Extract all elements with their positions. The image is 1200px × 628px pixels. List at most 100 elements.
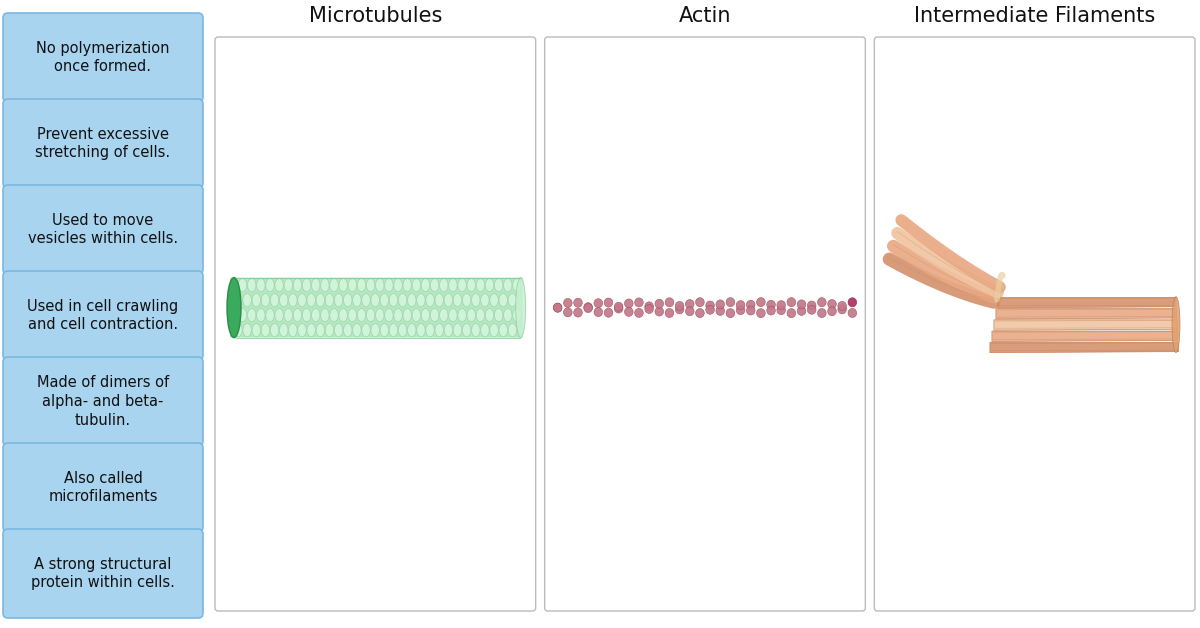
Ellipse shape bbox=[376, 279, 384, 292]
Ellipse shape bbox=[467, 308, 475, 322]
Ellipse shape bbox=[490, 293, 498, 306]
Ellipse shape bbox=[252, 293, 260, 306]
Ellipse shape bbox=[685, 306, 694, 316]
Ellipse shape bbox=[307, 293, 316, 306]
Ellipse shape bbox=[330, 308, 338, 322]
Ellipse shape bbox=[266, 308, 275, 322]
Ellipse shape bbox=[412, 308, 420, 322]
Ellipse shape bbox=[338, 308, 347, 322]
Ellipse shape bbox=[808, 301, 816, 310]
Ellipse shape bbox=[330, 279, 338, 292]
Ellipse shape bbox=[293, 308, 301, 322]
Polygon shape bbox=[996, 308, 1177, 319]
Polygon shape bbox=[994, 320, 1177, 330]
Ellipse shape bbox=[348, 308, 356, 322]
Ellipse shape bbox=[439, 279, 448, 292]
Ellipse shape bbox=[553, 303, 562, 312]
Ellipse shape bbox=[604, 298, 613, 307]
Ellipse shape bbox=[706, 301, 714, 310]
Ellipse shape bbox=[335, 323, 343, 337]
Ellipse shape bbox=[394, 279, 402, 292]
Ellipse shape bbox=[389, 293, 397, 306]
Ellipse shape bbox=[454, 293, 462, 306]
Ellipse shape bbox=[1172, 296, 1180, 353]
Ellipse shape bbox=[234, 323, 242, 337]
Ellipse shape bbox=[644, 305, 654, 313]
Ellipse shape bbox=[594, 308, 602, 317]
Ellipse shape bbox=[644, 302, 654, 311]
Ellipse shape bbox=[316, 323, 324, 337]
Ellipse shape bbox=[376, 308, 384, 322]
Ellipse shape bbox=[584, 303, 593, 313]
Ellipse shape bbox=[338, 279, 347, 292]
Ellipse shape bbox=[320, 279, 329, 292]
Ellipse shape bbox=[325, 293, 334, 306]
Text: Actin: Actin bbox=[679, 6, 731, 26]
Ellipse shape bbox=[312, 308, 320, 322]
Ellipse shape bbox=[706, 305, 714, 314]
Ellipse shape bbox=[737, 306, 745, 315]
Ellipse shape bbox=[476, 308, 485, 322]
Ellipse shape bbox=[262, 323, 270, 337]
Ellipse shape bbox=[353, 323, 361, 337]
Polygon shape bbox=[998, 298, 1176, 308]
Ellipse shape bbox=[247, 308, 256, 322]
Ellipse shape bbox=[574, 298, 582, 307]
FancyBboxPatch shape bbox=[2, 529, 203, 618]
Ellipse shape bbox=[358, 308, 366, 322]
Ellipse shape bbox=[289, 293, 298, 306]
Ellipse shape bbox=[436, 323, 444, 337]
Ellipse shape bbox=[227, 278, 241, 338]
Ellipse shape bbox=[358, 279, 366, 292]
Ellipse shape bbox=[838, 301, 846, 310]
Ellipse shape bbox=[343, 323, 352, 337]
Ellipse shape bbox=[280, 293, 288, 306]
Ellipse shape bbox=[696, 298, 704, 306]
Ellipse shape bbox=[512, 279, 521, 292]
Ellipse shape bbox=[746, 300, 755, 310]
Ellipse shape bbox=[449, 308, 457, 322]
Ellipse shape bbox=[362, 323, 371, 337]
FancyBboxPatch shape bbox=[2, 185, 203, 274]
Ellipse shape bbox=[343, 293, 352, 306]
Ellipse shape bbox=[848, 298, 857, 307]
Ellipse shape bbox=[553, 303, 562, 312]
Ellipse shape bbox=[776, 301, 786, 310]
Ellipse shape bbox=[635, 298, 643, 307]
Ellipse shape bbox=[787, 298, 796, 306]
Ellipse shape bbox=[848, 308, 857, 318]
Ellipse shape bbox=[362, 293, 371, 306]
Ellipse shape bbox=[380, 323, 389, 337]
Ellipse shape bbox=[494, 308, 503, 322]
Ellipse shape bbox=[624, 307, 634, 317]
Ellipse shape bbox=[302, 308, 311, 322]
Text: Used in cell crawling
and cell contraction.: Used in cell crawling and cell contracti… bbox=[28, 299, 179, 332]
Ellipse shape bbox=[307, 323, 316, 337]
Ellipse shape bbox=[499, 293, 508, 306]
FancyBboxPatch shape bbox=[2, 99, 203, 188]
Ellipse shape bbox=[584, 303, 593, 311]
Ellipse shape bbox=[247, 279, 256, 292]
Ellipse shape bbox=[564, 298, 572, 308]
Ellipse shape bbox=[808, 305, 816, 314]
Ellipse shape bbox=[817, 308, 826, 318]
Ellipse shape bbox=[312, 279, 320, 292]
Ellipse shape bbox=[389, 323, 397, 337]
Text: Prevent excessive
stretching of cells.: Prevent excessive stretching of cells. bbox=[36, 127, 170, 160]
Ellipse shape bbox=[431, 279, 439, 292]
Ellipse shape bbox=[298, 323, 306, 337]
Ellipse shape bbox=[426, 323, 434, 337]
Ellipse shape bbox=[366, 279, 374, 292]
Ellipse shape bbox=[767, 300, 775, 310]
Ellipse shape bbox=[726, 308, 734, 318]
Text: No polymerization
once formed.: No polymerization once formed. bbox=[36, 41, 169, 74]
Ellipse shape bbox=[614, 302, 623, 311]
Ellipse shape bbox=[614, 304, 623, 313]
Ellipse shape bbox=[746, 306, 755, 315]
Ellipse shape bbox=[270, 323, 278, 337]
Ellipse shape bbox=[787, 308, 796, 318]
Ellipse shape bbox=[302, 279, 311, 292]
Ellipse shape bbox=[257, 279, 265, 292]
Ellipse shape bbox=[797, 300, 806, 309]
FancyBboxPatch shape bbox=[2, 271, 203, 360]
